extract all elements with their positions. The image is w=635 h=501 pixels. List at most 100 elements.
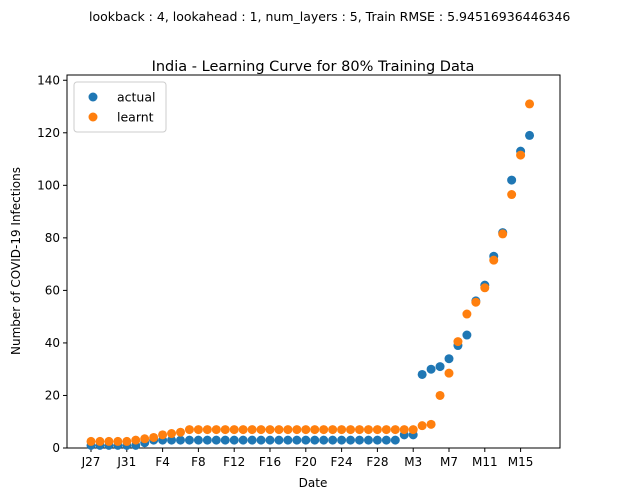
point-actual	[355, 435, 364, 445]
point-actual	[283, 435, 293, 445]
plot-area	[66, 74, 561, 449]
point-learnt	[426, 419, 436, 429]
x-tick-label: F24	[331, 455, 353, 469]
point-learnt	[444, 368, 454, 378]
data-points	[86, 99, 535, 450]
point-learnt	[363, 425, 373, 435]
point-learnt	[292, 425, 302, 435]
x-tick-label: F12	[223, 455, 245, 469]
x-tick-label: F4	[155, 455, 170, 469]
point-actual	[372, 435, 382, 445]
point-learnt	[86, 436, 96, 446]
point-learnt	[202, 425, 212, 435]
point-actual	[167, 435, 177, 445]
point-actual	[444, 354, 454, 364]
point-learnt	[346, 425, 356, 435]
point-learnt	[301, 425, 311, 435]
point-learnt	[408, 425, 418, 435]
y-tick-label: 40	[45, 336, 60, 350]
y-axis-label: Number of COVID-19 Infections	[9, 167, 23, 355]
point-learnt	[176, 427, 185, 437]
point-learnt	[283, 425, 293, 435]
point-actual	[220, 435, 230, 445]
point-learnt	[211, 425, 221, 435]
point-learnt	[498, 229, 508, 239]
x-axis-label: Date	[299, 476, 328, 490]
point-actual	[310, 435, 320, 445]
legend-box	[73, 81, 167, 133]
point-actual	[202, 435, 212, 445]
y-tick-label: 20	[45, 388, 60, 402]
point-learnt	[319, 425, 329, 435]
point-learnt	[328, 425, 338, 435]
point-learnt	[238, 425, 248, 435]
suptitle: lookback : 4, lookahead : 1, num_layers …	[89, 9, 570, 24]
x-tick-label: M3	[404, 455, 422, 469]
x-tick-label: F28	[366, 455, 388, 469]
point-actual	[426, 364, 436, 374]
x-tick-label: F20	[295, 455, 317, 469]
point-actual	[184, 435, 194, 445]
x-axis: J27 J31 F4 F8 F12 F16 F20 F24 F28 M3 M7 M11 M15	[81, 448, 534, 469]
point-learnt	[256, 425, 266, 435]
point-actual	[211, 435, 221, 445]
point-learnt	[453, 337, 463, 347]
point-learnt	[507, 190, 517, 200]
point-learnt	[193, 425, 203, 435]
legend: actual learnt	[73, 81, 167, 133]
point-actual	[417, 369, 427, 379]
y-tick-label: 80	[45, 231, 60, 245]
point-learnt	[516, 150, 526, 160]
point-actual	[301, 435, 311, 445]
point-learnt	[167, 429, 177, 439]
x-tick-label: M15	[508, 455, 534, 469]
x-tick-label: M7	[440, 455, 458, 469]
point-actual	[462, 330, 472, 340]
point-actual	[319, 435, 329, 445]
y-tick-label: 140	[37, 73, 60, 87]
point-learnt	[220, 425, 230, 435]
point-actual	[238, 435, 248, 445]
y-axis: 0 20 40 60 80 100 120 140	[37, 73, 67, 455]
point-actual	[346, 435, 356, 445]
point-learnt	[158, 430, 168, 440]
point-learnt	[310, 425, 320, 435]
point-learnt	[435, 390, 445, 400]
y-tick-label: 60	[45, 283, 60, 297]
point-learnt	[480, 283, 490, 293]
point-learnt	[355, 425, 364, 435]
point-actual	[229, 435, 239, 445]
point-learnt	[471, 297, 481, 307]
point-learnt	[140, 434, 150, 444]
point-actual	[525, 130, 535, 140]
chart-title: India - Learning Curve for 80% Training …	[152, 59, 475, 75]
point-learnt	[247, 425, 257, 435]
point-actual	[507, 175, 517, 185]
point-actual	[390, 435, 400, 445]
point-actual	[176, 435, 185, 445]
legend-label-learnt: learnt	[117, 110, 154, 125]
legend-marker-actual	[88, 92, 98, 102]
point-learnt	[399, 425, 409, 435]
point-learnt	[337, 425, 347, 435]
point-learnt	[390, 425, 400, 435]
point-actual	[265, 435, 275, 445]
point-learnt	[274, 425, 284, 435]
point-actual	[292, 435, 302, 445]
point-learnt	[122, 436, 132, 446]
point-learnt	[462, 309, 472, 319]
point-learnt	[104, 436, 114, 446]
point-learnt	[381, 425, 391, 435]
point-actual	[256, 435, 266, 445]
x-tick-label: J31	[116, 455, 136, 469]
point-actual	[193, 435, 203, 445]
x-tick-label: J27	[81, 455, 101, 469]
legend-marker-learnt	[88, 112, 98, 122]
point-actual	[247, 435, 257, 445]
y-tick-label: 120	[37, 126, 60, 140]
point-learnt	[525, 99, 535, 109]
legend-label-actual: actual	[117, 90, 156, 105]
point-actual	[363, 435, 373, 445]
point-learnt	[131, 435, 141, 445]
point-actual	[337, 435, 347, 445]
